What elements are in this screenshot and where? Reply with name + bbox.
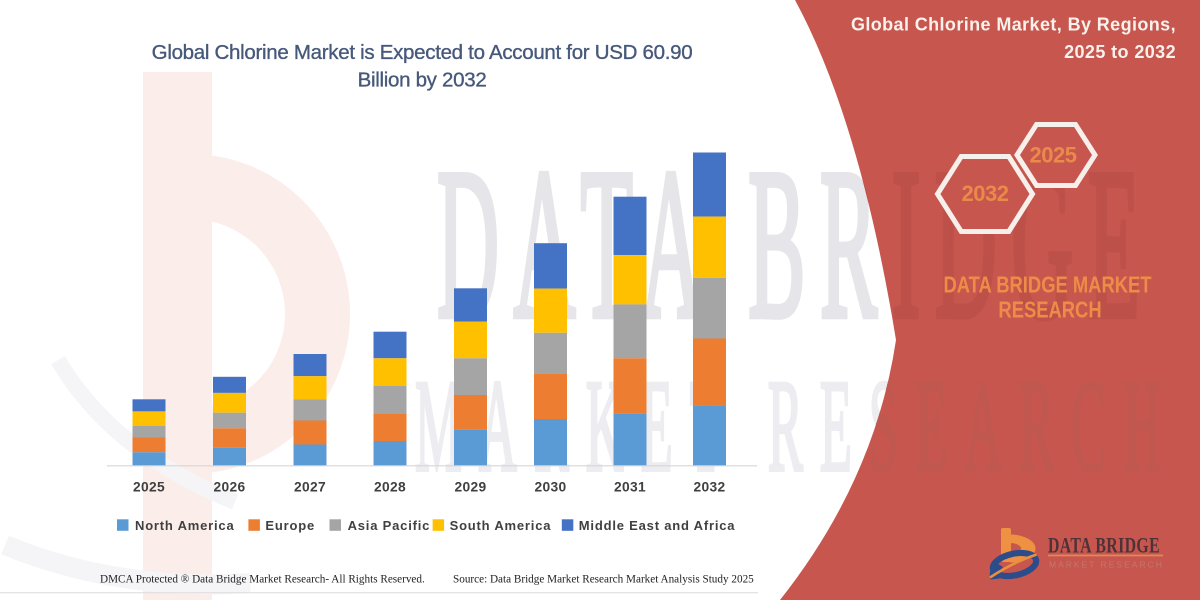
svg-text:2028: 2028 [374, 480, 406, 495]
svg-text:2026: 2026 [214, 480, 246, 495]
svg-text:2030: 2030 [535, 480, 567, 495]
svg-text:Global Chlorine Market is Expe: Global Chlorine Market is Expected to Ac… [152, 41, 693, 64]
svg-text:Global Chlorine Market, By Reg: Global Chlorine Market, By Regions, [851, 15, 1176, 35]
svg-text:Middle East and Africa: Middle East and Africa [579, 518, 736, 533]
svg-text:2025: 2025 [133, 480, 165, 495]
svg-text:2029: 2029 [455, 480, 487, 495]
svg-text:MARKET RESEARCH: MARKET RESEARCH [1049, 560, 1164, 570]
svg-text:2025: 2025 [1030, 143, 1077, 168]
svg-text:2025 to 2032: 2025 to 2032 [1064, 42, 1176, 62]
svg-text:DATA BRIDGE: DATA BRIDGE [1048, 534, 1160, 558]
svg-text:DMCA Protected ® Data Bridge M: DMCA Protected ® Data Bridge Market Rese… [100, 574, 425, 586]
svg-text:DATA BRIDGE MARKET: DATA BRIDGE MARKET [943, 273, 1151, 298]
svg-text:Asia Pacific: Asia Pacific [348, 518, 431, 533]
svg-text:North America: North America [135, 518, 235, 533]
svg-text:2031: 2031 [614, 480, 646, 495]
svg-text:Europe: Europe [265, 518, 315, 533]
svg-text:RESEARCH: RESEARCH [998, 297, 1101, 322]
svg-text:Source: Data Bridge Market Res: Source: Data Bridge Market Research Mark… [453, 574, 754, 586]
svg-text:2032: 2032 [962, 181, 1009, 206]
svg-text:South America: South America [450, 518, 552, 533]
svg-text:Billion by 2032: Billion by 2032 [358, 69, 487, 92]
svg-text:2027: 2027 [294, 480, 326, 495]
svg-text:2032: 2032 [694, 480, 726, 495]
